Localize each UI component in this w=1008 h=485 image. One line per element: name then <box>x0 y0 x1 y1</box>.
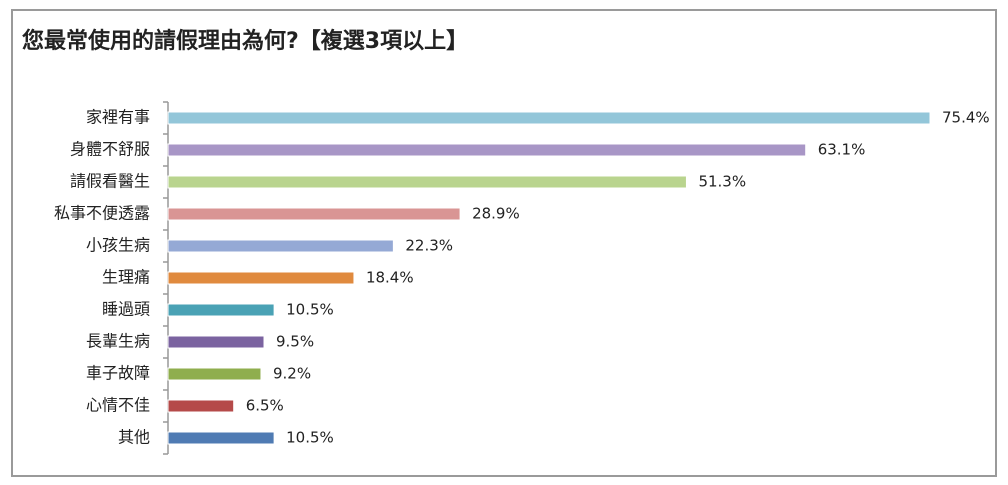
y-tick-label: 小孩生病 <box>86 236 150 255</box>
y-tick-label: 睡過頭 <box>102 300 150 319</box>
data-label: 9.5% <box>276 333 314 351</box>
data-label: 18.4% <box>366 269 414 287</box>
data-label: 63.1% <box>818 141 866 159</box>
y-tick-label: 其他 <box>118 428 150 447</box>
bar <box>167 399 235 413</box>
data-label: 10.5% <box>286 301 334 319</box>
chart-title: 您最常使用的請假理由為何?【複選3項以上】 <box>22 28 468 54</box>
bar <box>167 303 275 317</box>
data-label: 28.9% <box>472 205 520 223</box>
bar <box>167 367 262 381</box>
y-tick-label: 家裡有事 <box>86 108 150 127</box>
y-tick-label: 長輩生病 <box>86 332 150 351</box>
data-label: 9.2% <box>273 365 311 383</box>
y-tick-label: 身體不舒服 <box>70 140 150 159</box>
bar <box>167 207 461 221</box>
bar <box>167 111 931 125</box>
data-label: 51.3% <box>698 173 746 191</box>
bar <box>167 431 275 445</box>
data-label: 10.5% <box>286 429 334 447</box>
y-tick-label: 心情不佳 <box>86 396 150 415</box>
bar <box>167 143 807 157</box>
data-label: 6.5% <box>246 397 284 415</box>
bar <box>167 335 265 349</box>
data-label: 22.3% <box>405 237 453 255</box>
bar <box>167 239 394 253</box>
bar <box>167 175 687 189</box>
y-tick-label: 車子故障 <box>86 364 150 383</box>
y-tick-label: 請假看醫生 <box>70 172 150 191</box>
bar <box>167 271 355 285</box>
y-tick-label: 生理痛 <box>102 268 150 287</box>
y-tick-label: 私事不便透露 <box>54 204 150 223</box>
data-label: 75.4% <box>942 109 990 127</box>
chart-frame <box>11 9 997 477</box>
